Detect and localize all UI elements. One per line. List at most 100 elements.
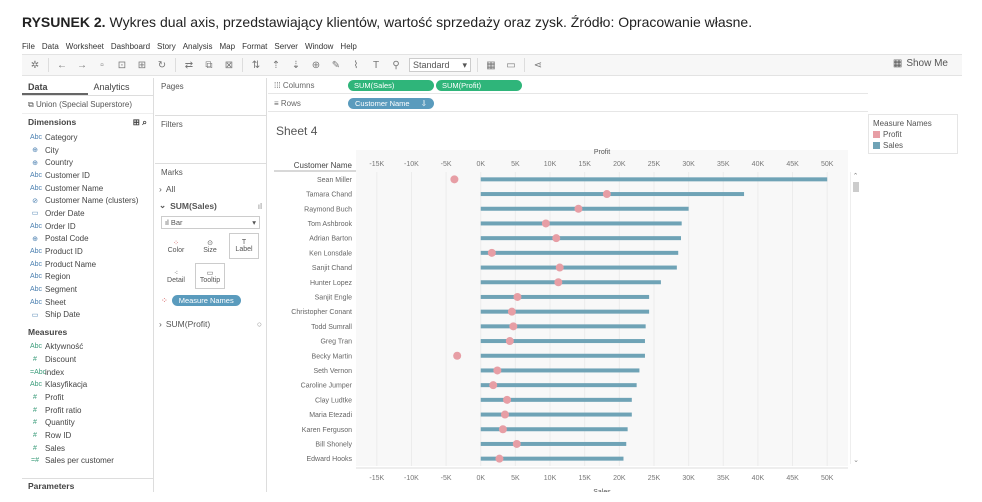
size-button[interactable]: ⊙ Size <box>195 233 225 259</box>
filters-shelf[interactable]: Filters <box>155 116 266 164</box>
columns-pill-sales[interactable]: SUM(Sales) <box>348 80 434 91</box>
sales-bar <box>480 368 640 373</box>
menu-server[interactable]: Server <box>274 42 298 51</box>
pages-shelf[interactable]: Pages <box>155 78 266 116</box>
dimension-field[interactable]: ⊘ Customer Name (clusters) <box>22 194 153 207</box>
dimension-field[interactable]: Abc Region <box>22 271 153 284</box>
dimension-field[interactable]: ⊕ Postal Code <box>22 233 153 246</box>
share-icon[interactable]: ⋖ <box>533 59 543 71</box>
fit-select[interactable]: Standard ▾ <box>409 58 471 72</box>
swap-rows-columns-icon[interactable]: ⇅ <box>251 59 261 71</box>
sort-ascending-icon[interactable]: ⇡ <box>271 59 281 71</box>
tableau-logo-icon[interactable]: ✲ <box>30 59 40 71</box>
dimension-field[interactable]: Abc Product ID <box>22 245 153 258</box>
measure-field[interactable]: # Profit ratio <box>22 404 153 417</box>
show-me-button[interactable]: ▦ Show Me <box>893 58 948 69</box>
mark-type-select[interactable]: ıl Bar ▾ <box>161 216 260 229</box>
menu-format[interactable]: Format <box>242 42 268 51</box>
dimension-field[interactable]: Abc Category <box>22 131 153 144</box>
dimension-field[interactable]: Abc Customer ID <box>22 169 153 182</box>
field-type-icon: # <box>33 444 37 452</box>
profit-point <box>505 337 514 346</box>
highlight-icon[interactable]: ✎ <box>331 59 341 71</box>
dimension-field[interactable]: Abc Sheet <box>22 296 153 309</box>
marks-sum-profit[interactable]: › SUM(Profit) ○ <box>155 316 266 332</box>
undo-icon[interactable]: ← <box>57 59 67 71</box>
scrollbar-thumb[interactable] <box>852 182 859 192</box>
top-tick-label: -5K <box>441 161 452 168</box>
save-icon[interactable]: ▫ <box>100 59 104 71</box>
tooltip-button[interactable]: ▭ Tooltip <box>195 263 225 289</box>
menu-map[interactable]: Map <box>219 42 236 51</box>
menu-dashboard[interactable]: Dashboard <box>110 42 151 51</box>
rows-pill-customer[interactable]: Customer Name ⇩ <box>348 98 434 109</box>
legend-item-sales[interactable]: Sales <box>873 141 953 150</box>
field-label: Customer ID <box>45 170 90 180</box>
field-type-icon: =Abc <box>30 368 47 376</box>
legend-item-profit[interactable]: Profit <box>873 130 953 139</box>
redo-icon[interactable]: → <box>77 59 87 71</box>
duplicate-icon[interactable]: ⧉ <box>205 59 213 71</box>
marks-sum-sales[interactable]: ⌄ SUM(Sales) ıl <box>155 197 266 214</box>
menu-analysis[interactable]: Analysis <box>182 42 213 51</box>
search-icon[interactable]: ⊞ ⌕ <box>132 117 147 127</box>
vertical-scrollbar[interactable]: ⌃ ⌄ <box>850 172 860 464</box>
measure-names-pill[interactable]: Measure Names <box>171 295 241 306</box>
legend-swatch-sales <box>873 142 880 149</box>
menu-worksheet[interactable]: Worksheet <box>65 42 104 51</box>
tab-data[interactable]: Data <box>22 78 88 95</box>
measure-field[interactable]: =Abc index <box>22 366 153 379</box>
labels-icon[interactable]: T <box>372 59 380 71</box>
presentation-icon[interactable]: ▭ <box>506 59 516 71</box>
menu-file[interactable]: File <box>22 42 35 51</box>
marks-all[interactable]: › All <box>155 181 266 197</box>
color-button[interactable]: ⁘ Color <box>161 233 191 259</box>
label-button[interactable]: T Label <box>229 233 259 259</box>
dimension-field[interactable]: ⊕ Country <box>22 156 153 169</box>
measure-field[interactable]: # Row ID <box>22 429 153 442</box>
measure-field[interactable]: Abc Aktywność <box>22 340 153 353</box>
dimension-field[interactable]: Abc Product Name <box>22 258 153 271</box>
group-icon[interactable]: ⊕ <box>311 59 321 71</box>
menu-story[interactable]: Story <box>157 42 176 51</box>
measure-field[interactable]: # Discount <box>22 353 153 366</box>
measure-field[interactable]: =# Sales per customer <box>22 455 153 468</box>
refresh-icon[interactable]: ↻ <box>157 59 167 71</box>
viz-area: Sheet 4 Profit -15K -10K -5K 0K 5K 10K 15K 20K 25… <box>268 114 862 492</box>
dimension-field[interactable]: ▭ Order Date <box>22 207 153 220</box>
new-sheet-icon[interactable]: ⊞ <box>137 59 147 71</box>
swap-icon[interactable]: ⇄ <box>184 59 194 71</box>
dimension-field[interactable]: Abc Order ID <box>22 220 153 233</box>
new-datasource-icon[interactable]: ⊡ <box>117 59 127 71</box>
menu-window[interactable]: Window <box>304 42 334 51</box>
measure-field[interactable]: # Quantity <box>22 416 153 429</box>
field-label: Row ID <box>45 430 72 440</box>
rows-shelf[interactable]: ≡ Rows Customer Name ⇩ <box>268 96 868 112</box>
measure-field[interactable]: # Profit <box>22 391 153 404</box>
sort-descending-icon[interactable]: ⇣ <box>291 59 301 71</box>
dimension-field[interactable]: Abc Customer Name <box>22 182 153 195</box>
paperclip-icon[interactable]: ⌇ <box>353 59 359 71</box>
scroll-down-icon[interactable]: ⌄ <box>853 457 859 464</box>
pin-icon[interactable]: ⚲ <box>392 59 400 71</box>
detail-button[interactable]: ⁖ Detail <box>161 263 191 289</box>
menu-data[interactable]: Data <box>41 42 59 51</box>
profit-point <box>489 381 498 390</box>
menu-help[interactable]: Help <box>340 42 357 51</box>
measure-field[interactable]: Abc Klasyfikacja <box>22 378 153 391</box>
scroll-up-icon[interactable]: ⌃ <box>852 173 859 180</box>
dimension-field[interactable]: ⊕ City <box>22 144 153 157</box>
columns-pill-profit[interactable]: SUM(Profit) <box>436 80 522 91</box>
tab-analytics[interactable]: Analytics <box>93 82 130 92</box>
data-source[interactable]: ⧉ Union (Special Superstore) <box>22 96 153 114</box>
bottom-tick-label: 20K <box>613 475 626 482</box>
columns-shelf[interactable]: ⁞⁞⁞ Columns SUM(Sales) SUM(Profit) <box>268 78 868 94</box>
mark-buttons-row-1: ⁘ Color ⊙ Size T Label <box>155 231 266 261</box>
dimension-field[interactable]: ▭ Ship Date <box>22 309 153 322</box>
show-cards-icon[interactable]: ▦ <box>486 59 496 71</box>
dimension-field[interactable]: Abc Segment <box>22 283 153 296</box>
measure-field[interactable]: # Sales <box>22 442 153 455</box>
top-tick-label: 35K <box>717 161 730 168</box>
clear-sheet-icon[interactable]: ⊠ <box>224 59 234 71</box>
